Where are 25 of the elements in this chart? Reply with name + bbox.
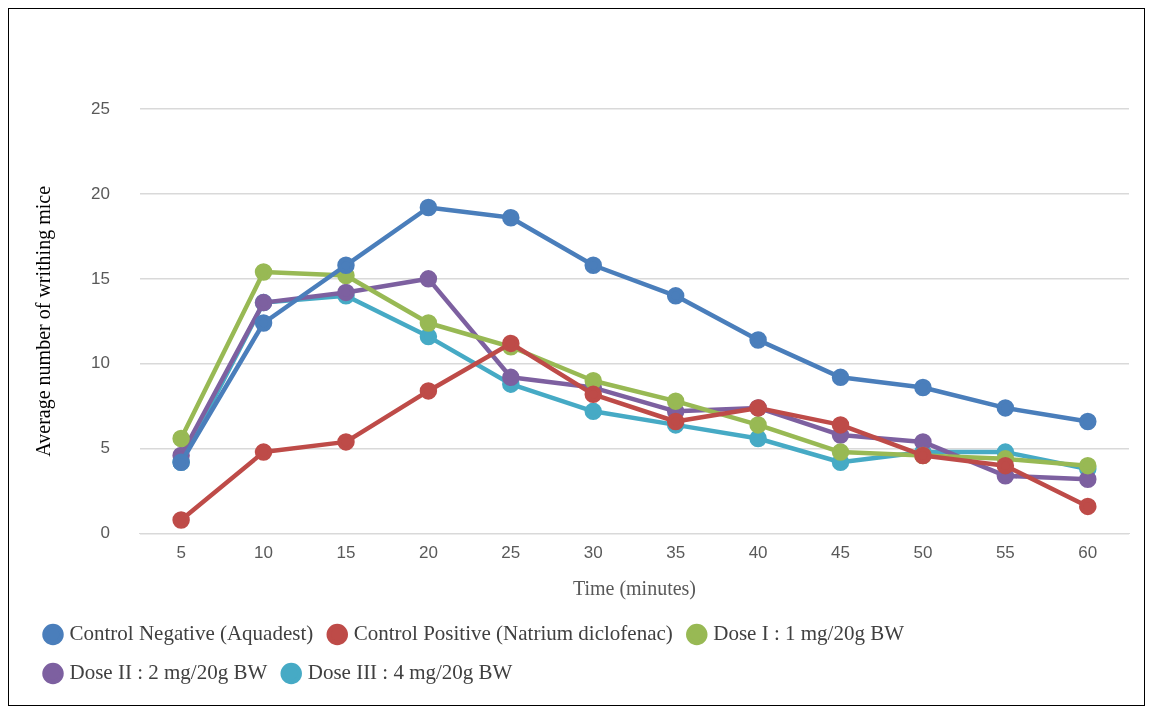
legend-label: Control Positive (Natrium diclofenac) [353,621,673,646]
y-tick-label: 10 [90,353,110,373]
x-tick-label: 50 [913,543,933,563]
legend-label: Control Negative (Aquadest) [69,621,314,646]
x-tick-label: 15 [336,543,356,563]
x-tick-label: 5 [176,543,186,563]
y-tick-label: 15 [90,268,110,288]
x-tick-label: 60 [1078,543,1098,563]
x-tick-label: 30 [583,543,603,563]
x-axis-title: Time (minutes) [572,577,697,601]
x-tick-label: 45 [831,543,850,563]
y-tick-label: 5 [100,438,110,458]
x-tick-label: 35 [666,543,686,563]
x-tick-label: 25 [501,543,521,563]
x-tick-label: 40 [748,543,768,563]
x-tick-label: 20 [418,543,438,563]
y-tick-label: 0 [100,523,110,543]
y-tick-label: 20 [90,183,110,203]
x-tick-label: 55 [995,543,1015,563]
y-tick-label: 25 [90,98,110,118]
legend-label: Dose III : 4 mg/20g BW [307,660,513,685]
legend-label: Dose II : 2 mg/20g BW [69,660,268,685]
legend-label: Dose I : 1 mg/20g BW [713,621,905,646]
y-axis-title: Average number of writhing mice [32,185,56,457]
x-tick-label: 10 [254,543,274,563]
